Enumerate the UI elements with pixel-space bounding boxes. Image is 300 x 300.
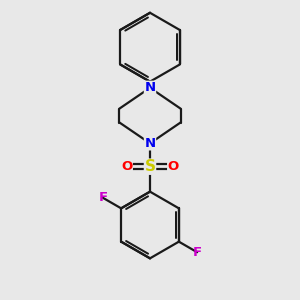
Text: S: S: [145, 159, 155, 174]
Text: N: N: [144, 81, 156, 94]
Text: O: O: [168, 160, 179, 173]
Text: F: F: [193, 246, 202, 259]
Text: F: F: [98, 191, 107, 204]
Text: N: N: [144, 137, 156, 150]
Text: O: O: [121, 160, 132, 173]
